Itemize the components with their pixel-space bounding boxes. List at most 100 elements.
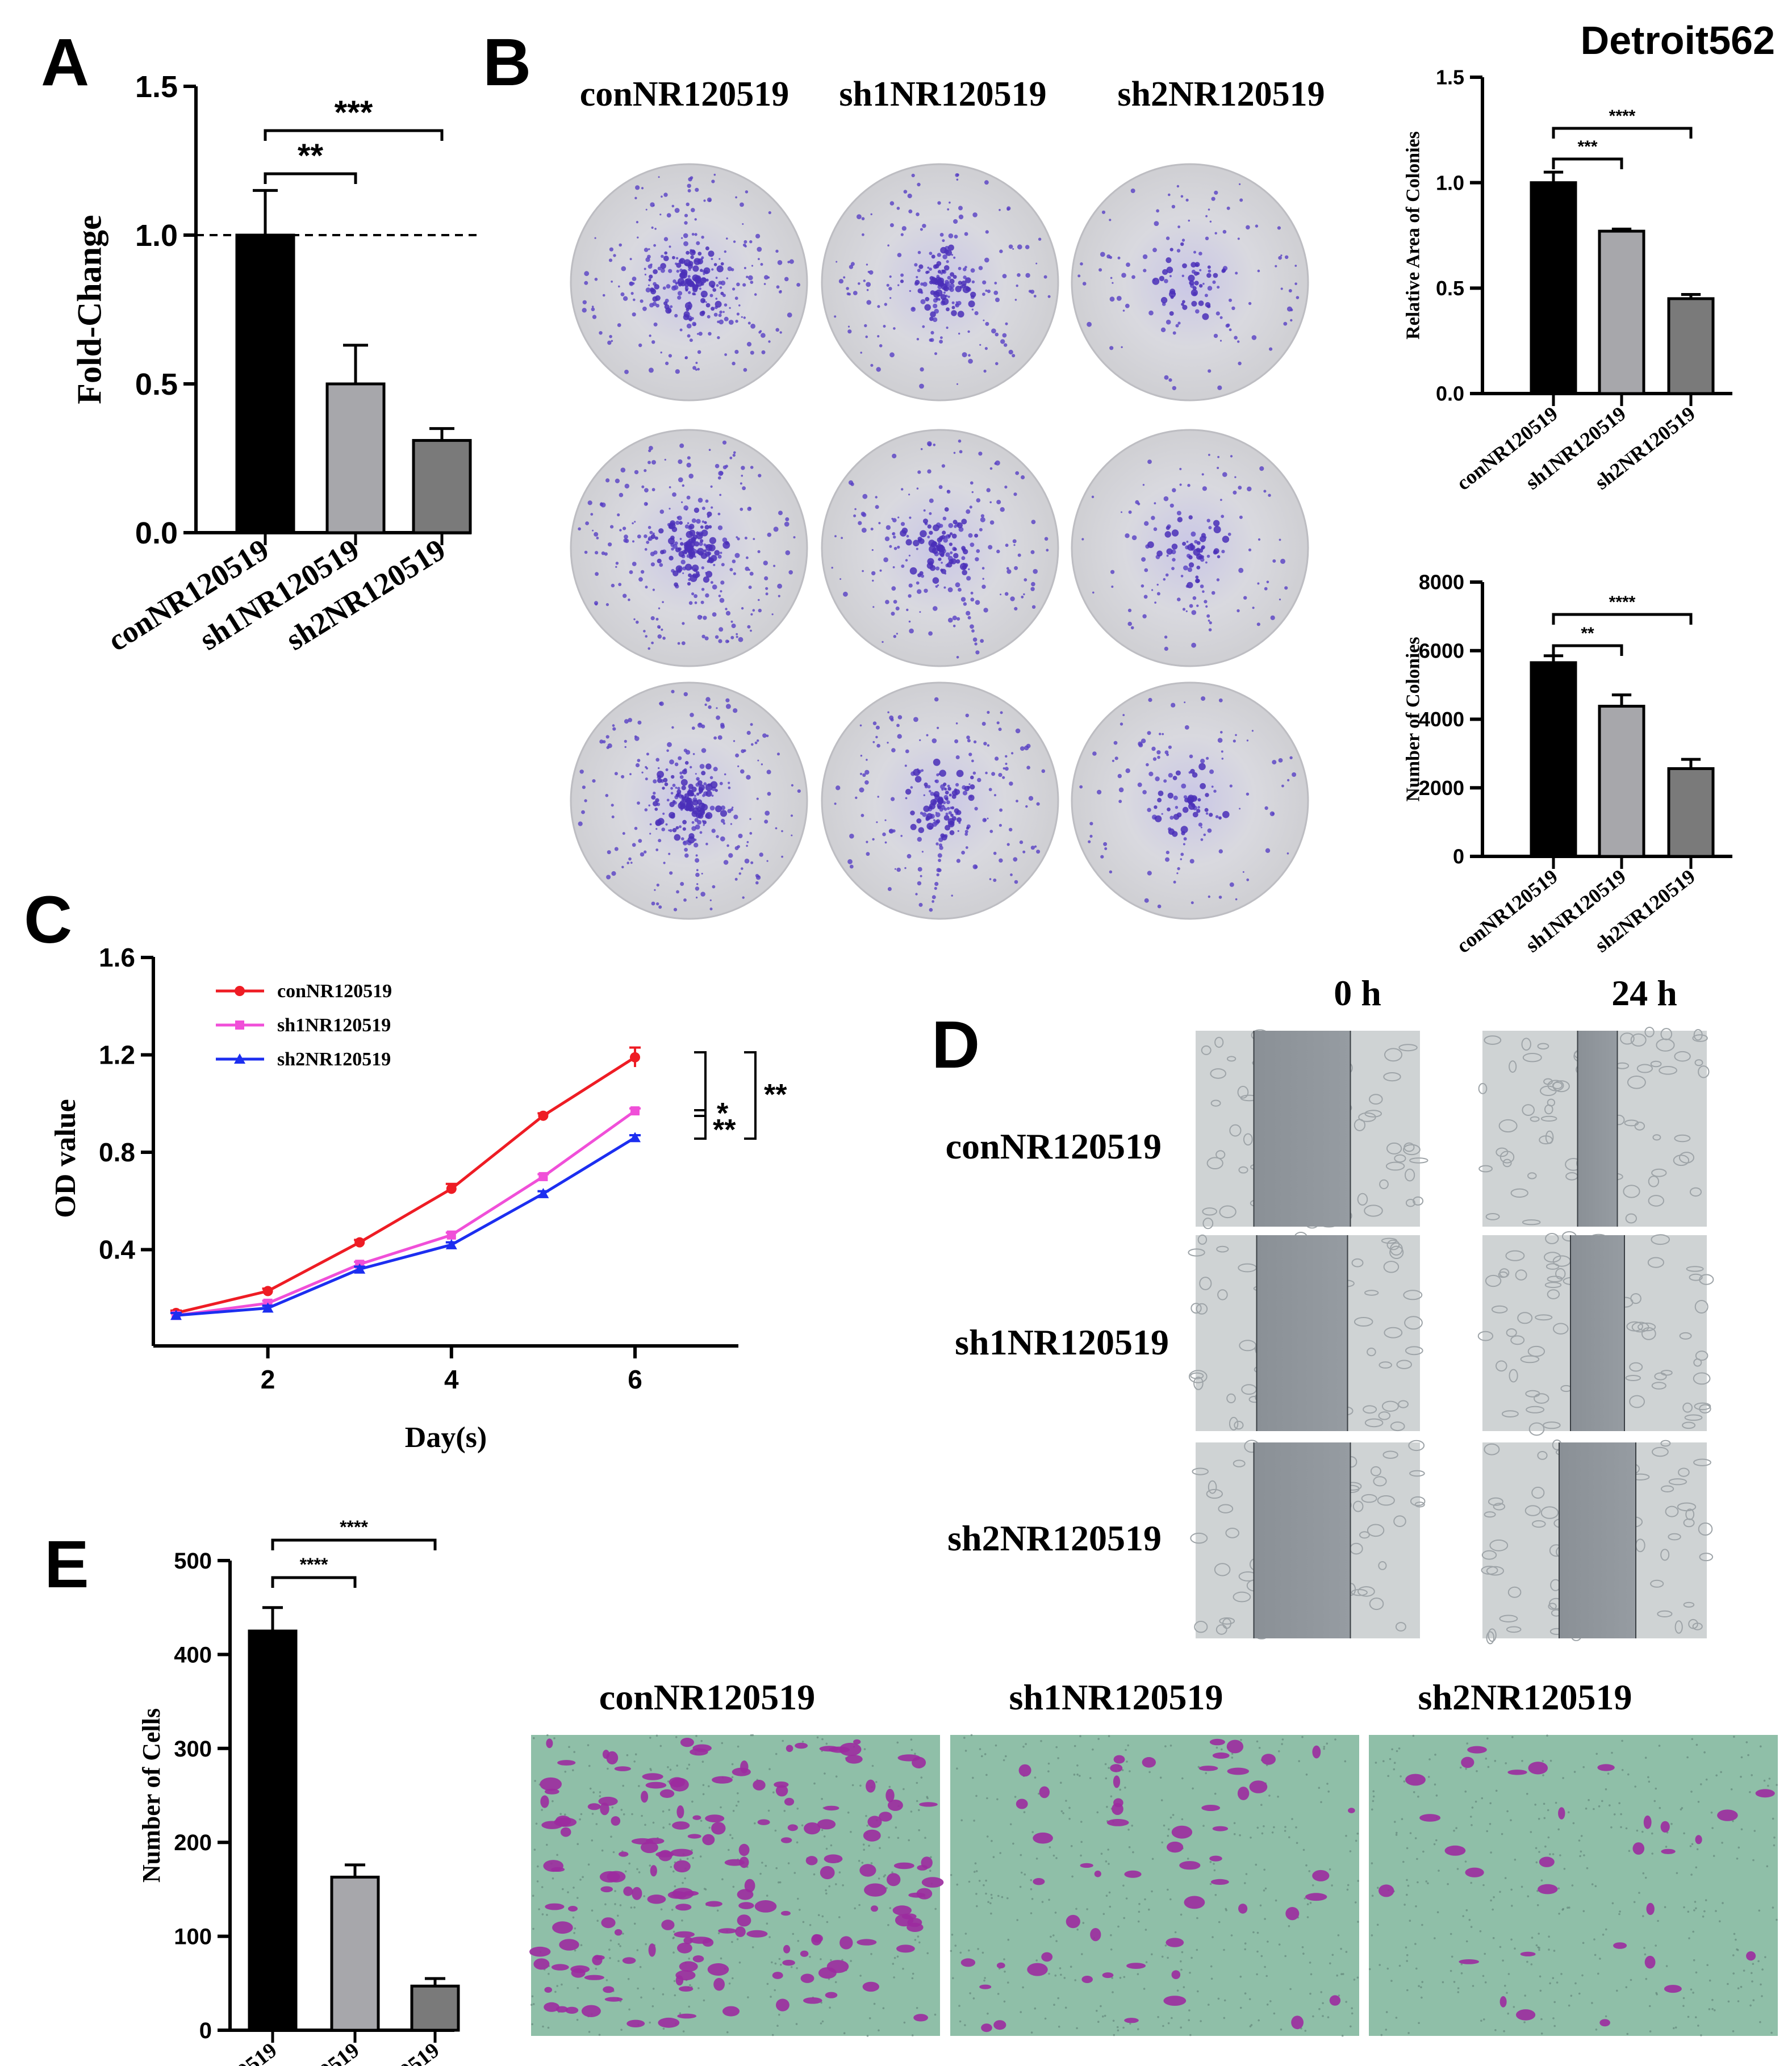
membrane-pore	[1638, 1892, 1640, 1894]
membrane-pore	[1708, 2008, 1711, 2010]
membrane-pore	[816, 1736, 819, 1739]
membrane-pore	[731, 1763, 734, 1766]
cell-outline	[1496, 1147, 1509, 1157]
cell-outline	[1405, 1168, 1415, 1182]
migrated-cell	[702, 1834, 715, 1846]
membrane-pore	[1372, 1790, 1375, 1792]
membrane-pore	[859, 1975, 862, 1977]
colony-dot	[981, 722, 986, 726]
colony-dot	[877, 796, 879, 798]
colony-dot	[918, 827, 925, 834]
membrane-pore	[1209, 1860, 1212, 1863]
colony-dot	[620, 292, 625, 296]
colony-dot	[750, 466, 754, 469]
colony-dot	[1014, 299, 1017, 301]
membrane-pore	[1691, 1738, 1694, 1741]
colony-dot	[910, 810, 915, 815]
membrane-pore	[1341, 2034, 1344, 2037]
membrane-pore	[672, 1930, 675, 1933]
migrated-cell	[1080, 1863, 1093, 1868]
colony-dot	[1181, 783, 1187, 789]
membrane-pore	[1131, 1825, 1133, 1827]
membrane-pore	[1483, 2018, 1485, 2021]
series-line-conNR120519	[176, 1056, 636, 1315]
membrane-pore	[917, 1935, 920, 1938]
colony-dot	[649, 833, 651, 835]
colony-dot	[949, 793, 952, 797]
colony-dot	[974, 865, 978, 869]
colony-dot	[930, 338, 934, 342]
colony-dot	[1167, 807, 1171, 812]
colony-dot	[732, 287, 736, 291]
membrane-pore	[536, 1880, 539, 1883]
migrated-cell	[658, 2017, 680, 2028]
colony-dot	[970, 542, 975, 547]
cell-outline	[1510, 1335, 1525, 1345]
membrane-pore	[1543, 1817, 1546, 1820]
colony-dot	[1010, 873, 1013, 876]
colony-dot	[1025, 273, 1030, 278]
membrane-pore	[1277, 1796, 1279, 1798]
colony-dot	[1218, 698, 1223, 702]
colony-dot	[1024, 578, 1027, 582]
colony-dot	[1156, 750, 1161, 755]
migrated-cell	[811, 1934, 822, 1946]
colony-dot	[1165, 573, 1169, 577]
colony-dot	[1044, 537, 1049, 541]
membrane-pore	[1264, 1918, 1266, 1920]
colony-dot	[675, 793, 680, 797]
colony-dot	[621, 266, 626, 271]
colony-dot	[932, 317, 938, 323]
colony-dot	[1144, 521, 1149, 526]
colony-dot	[736, 312, 740, 316]
membrane-pore	[1711, 2008, 1714, 2010]
panel-label-a: A	[41, 25, 89, 100]
membrane-pore	[1256, 1826, 1259, 1829]
colony-dot	[1154, 221, 1159, 226]
colony-dot	[712, 612, 717, 617]
migrated-cell	[705, 1901, 722, 1907]
colony-dot	[939, 340, 943, 344]
membrane-pore	[866, 1825, 868, 1827]
colony-dot	[931, 254, 935, 259]
membrane-pore	[1414, 1837, 1417, 1839]
colony-dot	[953, 547, 957, 551]
colony-dot	[719, 286, 722, 289]
colony-dot	[923, 509, 926, 512]
membrane-pore	[617, 1960, 620, 1962]
colony-dot	[1128, 510, 1132, 514]
colony-dot	[882, 641, 884, 643]
colony-dot	[709, 776, 713, 780]
colony-dot	[1030, 290, 1035, 294]
colony-dot	[953, 520, 958, 525]
colony-dot	[934, 697, 939, 702]
colony-dot	[582, 785, 586, 789]
membrane-pore	[1167, 1956, 1169, 1959]
membrane-pore	[813, 1782, 816, 1785]
cell-outline	[1381, 1237, 1397, 1244]
membrane-pore	[1736, 1948, 1738, 1951]
colony-dot	[691, 250, 695, 254]
migrated-cell	[867, 1816, 882, 1828]
colony-dot	[788, 570, 793, 575]
colony-dot	[1208, 369, 1212, 373]
membrane-pore	[926, 1796, 928, 1798]
colony-dot	[1225, 324, 1230, 328]
membrane-pore	[1357, 1921, 1359, 1923]
colony-dot	[650, 202, 655, 207]
membrane-pore	[1289, 1988, 1292, 1990]
membrane-pore	[1110, 1934, 1112, 1937]
colony-dot	[682, 827, 686, 831]
membrane-pore	[1280, 2028, 1283, 2031]
membrane-pore	[1753, 1830, 1756, 1832]
colony-dot	[1192, 812, 1198, 818]
colony-dot	[1201, 696, 1206, 701]
migrated-cell	[800, 1950, 809, 1957]
migrated-cell	[1305, 1893, 1327, 1901]
colony-dot	[1109, 296, 1115, 302]
membrane-pore	[1025, 1743, 1027, 1745]
colony-dot	[1198, 822, 1202, 827]
membrane-pore	[987, 1901, 989, 1903]
membrane-pore	[862, 1843, 865, 1846]
membrane-pore	[1035, 1959, 1038, 1962]
